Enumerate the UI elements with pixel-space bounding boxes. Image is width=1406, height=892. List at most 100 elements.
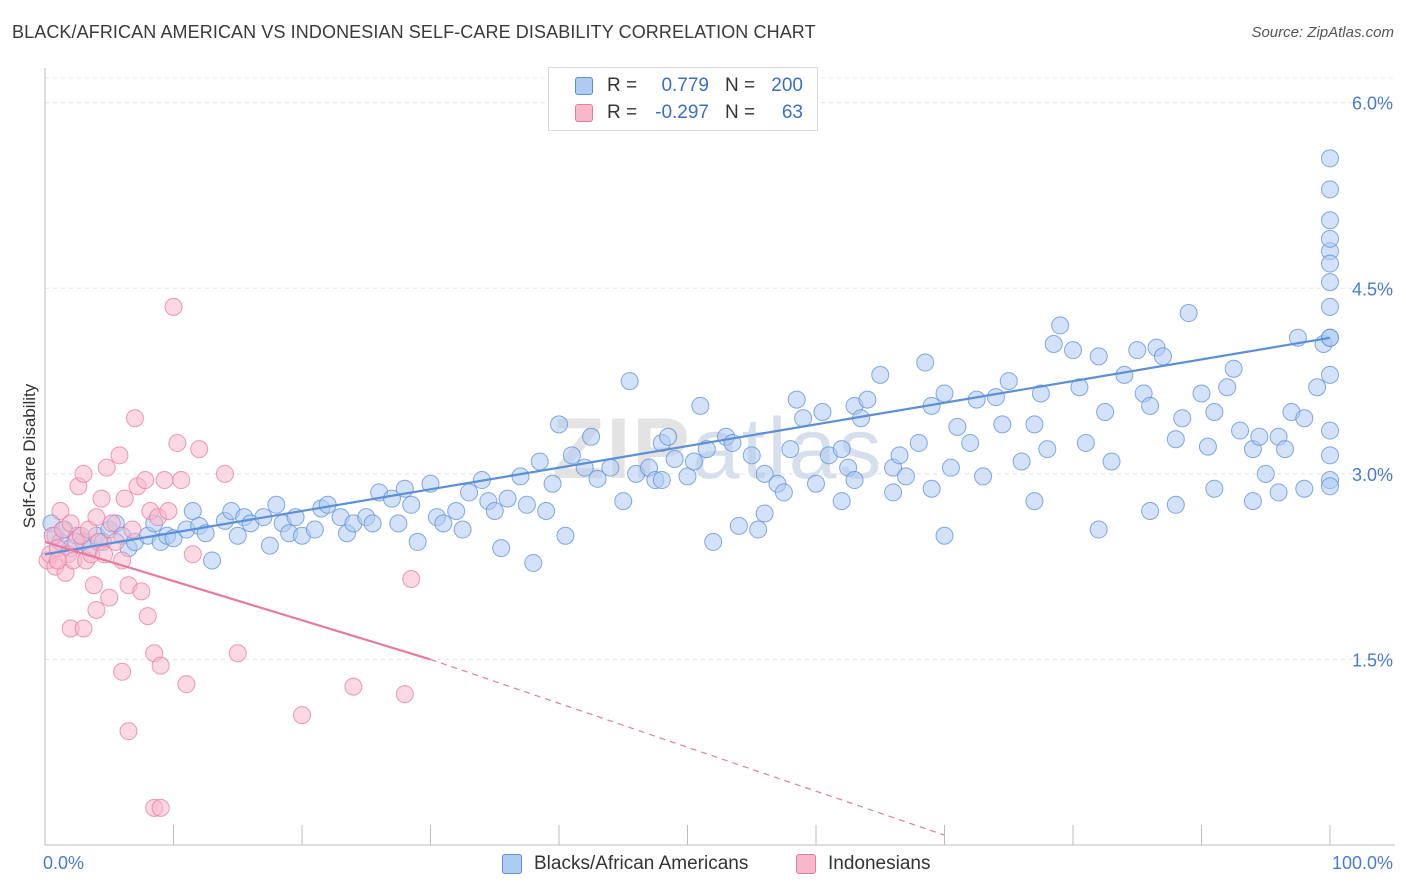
point-indonesians <box>228 644 247 663</box>
legend-r-value: 0.779 <box>661 75 709 96</box>
point-indonesians <box>168 433 187 452</box>
point-indonesians <box>138 607 157 626</box>
point-indonesians <box>115 489 134 508</box>
point-blacks <box>1025 492 1044 511</box>
point-blacks <box>832 440 851 459</box>
point-blacks <box>203 551 222 570</box>
point-blacks <box>1321 297 1339 316</box>
point-blacks <box>909 433 928 452</box>
point-blacks <box>1051 316 1070 335</box>
y-tick-label: 6.0% <box>1352 94 1393 114</box>
point-blacks <box>787 390 806 409</box>
chart-title: BLACK/AFRICAN AMERICAN VS INDONESIAN SEL… <box>12 22 816 42</box>
point-blacks <box>659 427 678 446</box>
point-blacks <box>1141 396 1160 415</box>
point-blacks <box>1256 464 1275 483</box>
point-indonesians <box>136 471 155 490</box>
point-blacks <box>408 532 427 551</box>
point-blacks <box>697 440 716 459</box>
point-blacks <box>1321 446 1339 465</box>
point-indonesians <box>395 685 414 704</box>
series-label-indonesians: Indonesians <box>828 853 931 874</box>
point-blacks <box>1321 229 1339 248</box>
point-blacks <box>1231 421 1250 440</box>
point-indonesians <box>74 619 93 638</box>
point-indonesians <box>177 675 196 694</box>
point-blacks <box>1321 211 1339 230</box>
point-blacks <box>260 536 279 555</box>
point-indonesians <box>74 464 93 483</box>
point-blacks <box>550 415 568 434</box>
point-blacks <box>363 514 382 533</box>
point-blacks <box>999 372 1018 391</box>
point-blacks <box>742 446 761 465</box>
point-blacks <box>774 483 793 502</box>
source-label: Source: ZipAtlas.com <box>1251 24 1394 41</box>
point-indonesians <box>293 706 311 725</box>
point-indonesians <box>110 446 129 465</box>
legend-n-value: 63 <box>781 102 803 123</box>
point-indonesians <box>113 662 132 681</box>
point-blacks <box>684 452 703 471</box>
point-blacks <box>537 501 556 520</box>
point-blacks <box>1308 378 1327 397</box>
point-indonesians <box>87 508 106 527</box>
point-indonesians <box>215 464 234 483</box>
point-blacks <box>1076 433 1095 452</box>
point-indonesians <box>102 514 121 533</box>
point-blacks <box>1321 273 1339 292</box>
point-blacks <box>1070 378 1089 397</box>
point-blacks <box>562 446 581 465</box>
point-blacks <box>845 471 864 490</box>
point-blacks <box>601 458 620 477</box>
point-blacks <box>511 467 530 486</box>
point-blacks <box>305 520 324 539</box>
point-blacks <box>453 520 472 539</box>
point-blacks <box>1141 501 1160 520</box>
point-indonesians <box>84 576 103 595</box>
point-indonesians <box>164 297 183 316</box>
point-blacks <box>1295 409 1314 428</box>
point-blacks <box>935 384 954 403</box>
point-blacks <box>916 353 935 372</box>
point-indonesians <box>97 458 116 477</box>
point-indonesians <box>87 600 106 619</box>
point-blacks <box>729 516 748 535</box>
point-blacks <box>228 526 247 545</box>
point-blacks <box>1179 304 1198 323</box>
point-blacks <box>935 526 954 545</box>
legend-n-value: 200 <box>771 75 803 96</box>
legend-row-indonesians: R = -0.297 N = 63 <box>549 101 817 127</box>
point-blacks <box>1038 440 1057 459</box>
x-tick-label: 0.0% <box>43 853 84 873</box>
point-blacks <box>434 514 453 533</box>
legend-n-label: N = <box>725 102 756 123</box>
point-blacks <box>1198 437 1217 456</box>
point-blacks <box>652 471 671 490</box>
x-tick-label: 100.0% <box>1332 853 1393 873</box>
point-blacks <box>1295 479 1314 498</box>
point-blacks <box>813 403 832 422</box>
point-blacks <box>1064 341 1082 360</box>
point-blacks <box>832 492 851 511</box>
point-blacks <box>691 396 710 415</box>
legend-swatch-blacks <box>575 77 593 95</box>
point-blacks <box>1025 415 1044 434</box>
point-indonesians <box>123 520 142 539</box>
point-blacks <box>447 501 466 520</box>
point-blacks <box>755 464 774 483</box>
point-blacks <box>498 489 517 508</box>
legend-r-label: R = <box>607 102 638 123</box>
legend-r-label: R = <box>607 75 638 96</box>
point-blacks <box>967 390 986 409</box>
point-indonesians <box>132 582 151 601</box>
point-blacks <box>749 520 768 539</box>
y-tick-label: 1.5% <box>1352 650 1393 670</box>
point-blacks <box>974 467 993 486</box>
point-indonesians <box>172 471 191 490</box>
series-swatch-blacks <box>502 854 522 874</box>
point-indonesians <box>51 501 70 520</box>
point-blacks <box>588 469 607 488</box>
point-blacks <box>614 492 633 511</box>
point-blacks <box>402 495 421 514</box>
